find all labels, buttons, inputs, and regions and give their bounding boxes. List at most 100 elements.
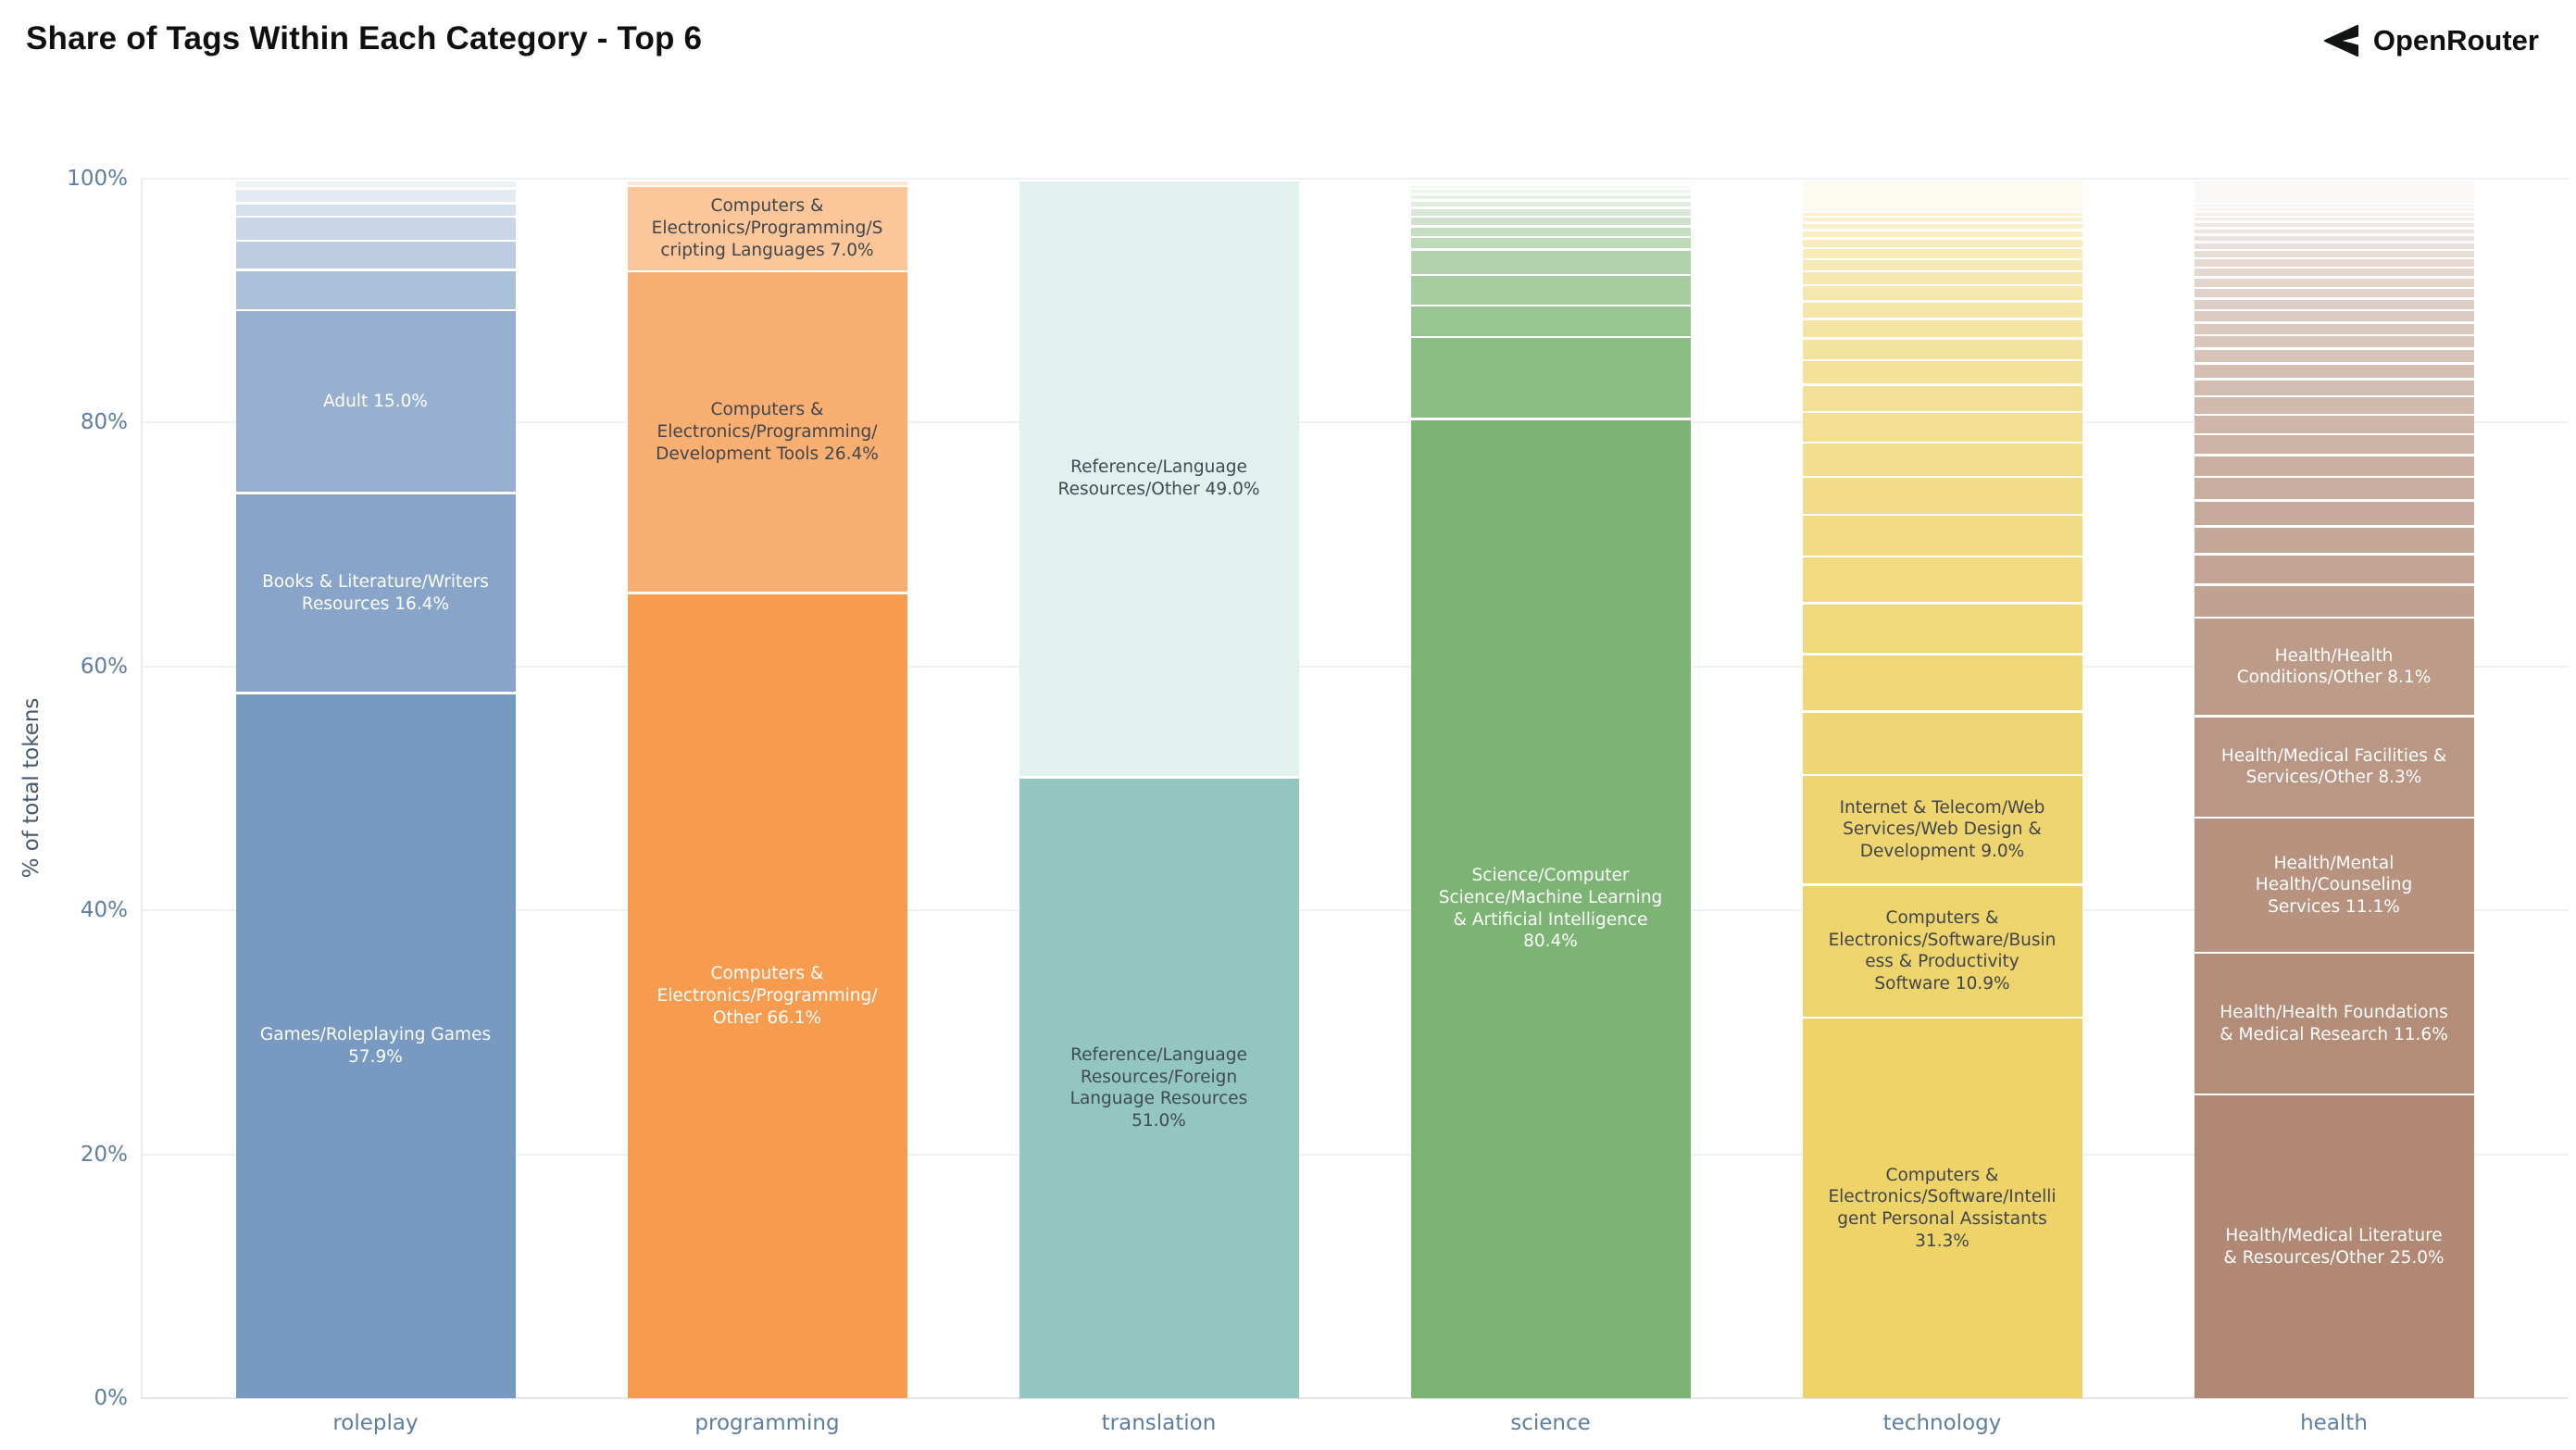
segment-label: Health/Medical Facilities & Services/Oth… — [2220, 745, 2447, 788]
segment-health-15 — [2194, 364, 2474, 379]
bar-roleplay: Games/Roleplaying Games 57.9% Books & Lit… — [235, 179, 516, 1398]
segment-technology-3 — [1802, 712, 2082, 774]
segment-science-5 — [1410, 238, 1691, 249]
segment-technology-9 — [1802, 444, 2082, 476]
segment-roleplay-2: Adult 15.0% — [235, 311, 516, 493]
gridline — [141, 421, 2569, 424]
segment-science-2 — [1410, 306, 1691, 336]
segment-science-11 — [1410, 190, 1691, 194]
bar-science: Science/Computer Science/Machine Learnin… — [1410, 179, 1691, 1398]
segment-translation-1: Reference/Language Resources/Other 49.0% — [1019, 181, 1299, 777]
brand-name: OpenRouter — [2372, 24, 2539, 56]
segment-health-31 — [2194, 212, 2474, 216]
segment-health-19 — [2194, 311, 2474, 322]
segment-technology-21 — [1802, 231, 2082, 238]
segment-health-22 — [2194, 278, 2474, 287]
segment-label: Games/Roleplaying Games 57.9% — [259, 1025, 492, 1067]
segment-health-23 — [2194, 269, 2474, 277]
segment-health-11 — [2194, 435, 2474, 454]
segment-health-25 — [2194, 251, 2474, 257]
segment-technology-26 — [1802, 181, 2082, 208]
segment-health-24 — [2194, 259, 2474, 267]
segment-label: Health/Mental Health/Counseling Services… — [2255, 853, 2413, 917]
segment-health-33 — [2194, 205, 2474, 206]
segment-health-1: Health/Health Foundations & Medical Rese… — [2194, 954, 2474, 1094]
segment-technology-6 — [1802, 557, 2082, 602]
segment-label: Computers & Electronics/Software/Intelli… — [1828, 1165, 2057, 1251]
segment-technology-8 — [1802, 478, 2082, 514]
segment-health-0: Health/Medical Literature & Resources/Ot… — [2194, 1095, 2474, 1398]
segment-health-8 — [2194, 501, 2474, 526]
segment-technology-2: Internet & Telecom/Web Services/Web Desi… — [1802, 776, 2082, 884]
segment-label: Computers & Electronics/Programming/Scri… — [651, 196, 883, 260]
segment-roleplay-5 — [235, 218, 516, 240]
segment-health-4: Health/Health Conditions/Other 8.1% — [2194, 619, 2474, 716]
segment-science-1 — [1410, 338, 1691, 419]
segment-health-17 — [2194, 336, 2474, 348]
segment-health-30 — [2194, 218, 2474, 221]
segment-label: Health/Health Foundations & Medical Rese… — [2220, 1002, 2448, 1044]
x-tick-label-health: health — [2300, 1411, 2368, 1435]
segment-health-6 — [2194, 555, 2474, 584]
segment-technology-4 — [1802, 655, 2082, 711]
segment-technology-10 — [1802, 413, 2082, 442]
segment-roleplay-4 — [235, 242, 516, 269]
segment-label: Reference/Language Resources/Foreign Lan… — [1069, 1045, 1248, 1131]
page-title: Share of Tags Within Each Category - Top… — [26, 20, 703, 56]
segment-science-3 — [1410, 276, 1691, 305]
segment-roleplay-8 — [235, 181, 516, 188]
openrouter-logo-icon — [2321, 22, 2360, 59]
segment-programming-2: Computers & Electronics/Programming/Scri… — [627, 187, 907, 270]
segment-technology-22 — [1802, 223, 2082, 229]
segment-health-7 — [2194, 527, 2474, 554]
segment-roleplay-7 — [235, 189, 516, 203]
segment-label: Books & Literature/Writers Resources 16.… — [262, 572, 489, 614]
segment-label: Internet & Telecom/Web Services/Web Desi… — [1839, 797, 2045, 862]
segment-label: Computers & Electronics/Programming/Deve… — [656, 400, 879, 464]
segment-science-4 — [1410, 250, 1691, 274]
segment-science-0: Science/Computer Science/Machine Learnin… — [1410, 419, 1691, 1398]
segment-science-8 — [1410, 208, 1691, 216]
segment-label: Health/Health Conditions/Other 8.1% — [2236, 645, 2432, 688]
y-tick-label: 60% — [80, 654, 128, 679]
segment-technology-1: Computers & Electronics/Software/Busines… — [1802, 885, 2082, 1017]
segment-technology-24 — [1802, 212, 2082, 216]
segment-health-9 — [2194, 478, 2474, 500]
segment-technology-12 — [1802, 361, 2082, 384]
segment-science-10 — [1410, 195, 1691, 200]
segment-health-26 — [2194, 243, 2474, 249]
segment-translation-0: Reference/Language Resources/Foreign Lan… — [1019, 778, 1299, 1398]
segment-health-14 — [2194, 380, 2474, 395]
segment-health-5 — [2194, 585, 2474, 617]
bar-programming: Computers & Electronics/Programming/Othe… — [627, 179, 907, 1398]
segment-label: Reference/Language Resources/Other 49.0% — [1057, 457, 1260, 499]
bar-technology: Computers & Electronics/Software/Intelli… — [1802, 179, 2082, 1398]
segment-health-28 — [2194, 229, 2474, 234]
segment-label: Science/Computer Science/Machine Learnin… — [1438, 866, 1663, 952]
gridline — [141, 178, 2569, 180]
segment-technology-11 — [1802, 385, 2082, 411]
y-tick-label: 0% — [94, 1386, 129, 1410]
segment-technology-17 — [1802, 272, 2082, 284]
segment-health-10 — [2194, 456, 2474, 476]
segment-science-13 — [1410, 181, 1691, 184]
gridline — [141, 1153, 2569, 1156]
gridline — [141, 909, 2569, 912]
y-axis-spine — [141, 179, 143, 1398]
bar-health: Health/Medical Literature & Resources/Ot… — [2194, 179, 2474, 1398]
x-tick-label-roleplay: roleplay — [332, 1411, 419, 1435]
segment-science-12 — [1410, 185, 1691, 188]
segment-roleplay-0: Games/Roleplaying Games 57.9% — [235, 694, 516, 1398]
segment-technology-13 — [1802, 339, 2082, 359]
x-tick-label-technology: technology — [1882, 1411, 2002, 1435]
x-tick-label-translation: translation — [1101, 1411, 1217, 1435]
segment-programming-1: Computers & Electronics/Programming/Deve… — [627, 272, 907, 593]
segment-technology-18 — [1802, 260, 2082, 270]
openrouter-brand: OpenRouter — [2321, 22, 2539, 59]
segment-science-9 — [1410, 201, 1691, 207]
segment-technology-0: Computers & Electronics/Software/Intelli… — [1802, 1019, 2082, 1398]
segment-health-21 — [2194, 289, 2474, 298]
segment-label: Computers & Electronics/Programming/Othe… — [657, 964, 878, 1028]
segment-roleplay-6 — [235, 204, 516, 216]
